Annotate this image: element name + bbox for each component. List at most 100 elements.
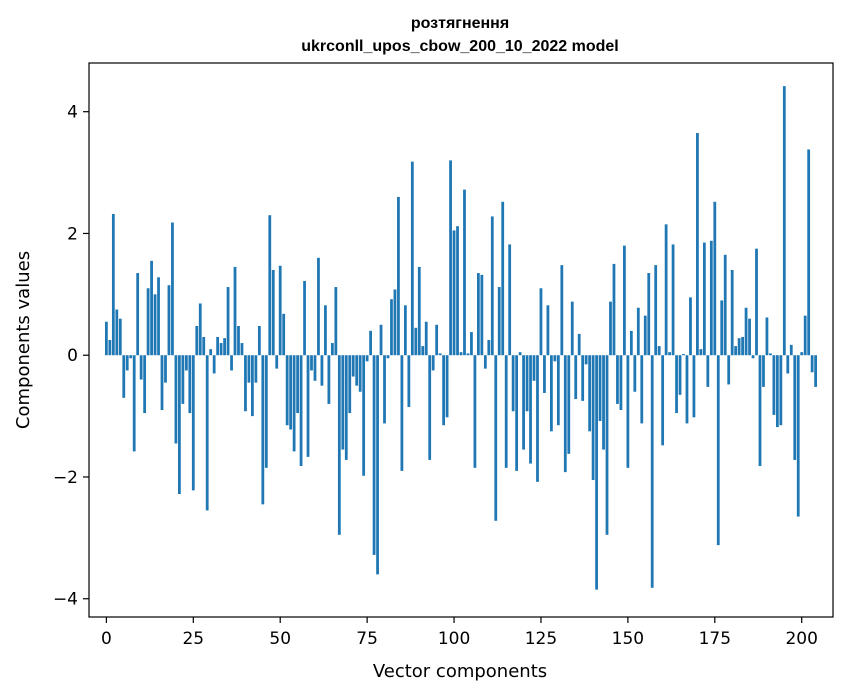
bar-95 bbox=[435, 324, 439, 356]
bar-106 bbox=[473, 355, 477, 468]
bar-7 bbox=[129, 355, 133, 359]
y-tick-label: 4 bbox=[67, 103, 78, 123]
bar-143 bbox=[602, 355, 605, 450]
bar-30 bbox=[209, 349, 213, 356]
bar-42 bbox=[251, 355, 254, 417]
y-tick-label: −4 bbox=[53, 590, 78, 610]
bar-184 bbox=[744, 307, 748, 356]
bar-56 bbox=[299, 355, 303, 467]
bar-149 bbox=[623, 245, 626, 356]
bar-63 bbox=[324, 305, 327, 356]
bar-65 bbox=[330, 343, 334, 356]
bar-54 bbox=[292, 355, 296, 452]
bar-136 bbox=[577, 333, 581, 356]
bar-146 bbox=[612, 263, 616, 356]
bar-4 bbox=[118, 318, 122, 356]
bar-204 bbox=[814, 355, 818, 387]
bar-70 bbox=[348, 355, 352, 414]
bar-194 bbox=[779, 355, 783, 426]
bar-99 bbox=[449, 160, 452, 356]
bar-116 bbox=[508, 244, 512, 356]
bar-163 bbox=[671, 244, 675, 356]
x-tick-label: 0 bbox=[101, 629, 112, 649]
bar-139 bbox=[588, 355, 592, 432]
bar-31 bbox=[212, 355, 216, 374]
bar-200 bbox=[800, 352, 804, 356]
bar-125 bbox=[539, 288, 543, 356]
bar-202 bbox=[807, 149, 811, 356]
bar-39 bbox=[240, 343, 244, 356]
bar-132 bbox=[563, 355, 567, 473]
bar-3 bbox=[115, 309, 119, 356]
bar-41 bbox=[247, 355, 251, 383]
bar-170 bbox=[696, 133, 699, 356]
bar-69 bbox=[344, 355, 348, 460]
bar-152 bbox=[633, 355, 637, 392]
bar-121 bbox=[525, 355, 529, 412]
x-axis-ticks: 0 25 50 75 100 125 150 175 200 bbox=[101, 617, 818, 649]
bar-160 bbox=[661, 355, 665, 446]
bar-100 bbox=[452, 230, 456, 356]
x-tick-label: 125 bbox=[525, 629, 557, 649]
bar-93 bbox=[428, 355, 432, 460]
bar-148 bbox=[619, 355, 623, 411]
bar-47 bbox=[268, 215, 272, 356]
bar-0 bbox=[104, 321, 108, 356]
x-tick-label: 175 bbox=[699, 629, 731, 649]
bar-37 bbox=[233, 266, 237, 356]
bar-157 bbox=[650, 355, 654, 588]
bar-135 bbox=[574, 355, 578, 400]
bar-165 bbox=[678, 355, 682, 395]
y-axis-label: Components values bbox=[13, 251, 34, 429]
bar-49 bbox=[275, 355, 279, 369]
bar-81 bbox=[386, 355, 390, 359]
bar-111 bbox=[490, 216, 494, 356]
bar-38 bbox=[237, 326, 240, 356]
bar-193 bbox=[775, 355, 779, 428]
bar-181 bbox=[734, 346, 738, 356]
plot-frame bbox=[88, 62, 834, 618]
x-tick-label: 25 bbox=[182, 629, 204, 649]
bar-85 bbox=[400, 355, 404, 471]
bar-50 bbox=[278, 265, 282, 356]
bar-104 bbox=[466, 353, 470, 356]
bar-190 bbox=[765, 317, 769, 356]
bar-55 bbox=[296, 355, 299, 414]
bar-23 bbox=[184, 355, 188, 371]
bar-144 bbox=[605, 355, 609, 535]
bar-82 bbox=[390, 299, 393, 356]
bar-51 bbox=[282, 313, 286, 356]
bar-64 bbox=[327, 355, 331, 404]
bar-203 bbox=[810, 355, 814, 373]
bar-123 bbox=[532, 355, 536, 381]
bar-97 bbox=[442, 355, 446, 426]
bar-90 bbox=[417, 266, 421, 356]
bar-66 bbox=[334, 287, 338, 356]
bar-40 bbox=[244, 355, 247, 412]
bar-13 bbox=[150, 260, 153, 356]
bar-87 bbox=[407, 355, 411, 407]
bar-133 bbox=[567, 355, 571, 454]
bar-186 bbox=[751, 355, 755, 359]
bar-167 bbox=[685, 355, 689, 424]
bar-159 bbox=[657, 346, 661, 356]
bar-118 bbox=[515, 355, 519, 471]
bar-68 bbox=[341, 355, 345, 450]
bar-188 bbox=[758, 355, 762, 467]
bar-158 bbox=[654, 265, 658, 356]
bar-5 bbox=[122, 355, 126, 398]
bar-1 bbox=[108, 340, 112, 356]
bar-134 bbox=[570, 301, 574, 356]
bar-199 bbox=[796, 355, 800, 517]
bar-26 bbox=[195, 326, 199, 356]
bar-43 bbox=[254, 355, 258, 383]
bar-114 bbox=[501, 201, 505, 356]
bar-175 bbox=[713, 201, 717, 356]
bar-150 bbox=[626, 355, 630, 468]
bar-141 bbox=[595, 355, 598, 590]
bar-197 bbox=[789, 344, 793, 356]
bar-189 bbox=[762, 355, 765, 387]
bars-group bbox=[104, 86, 818, 590]
bar-166 bbox=[682, 354, 685, 356]
